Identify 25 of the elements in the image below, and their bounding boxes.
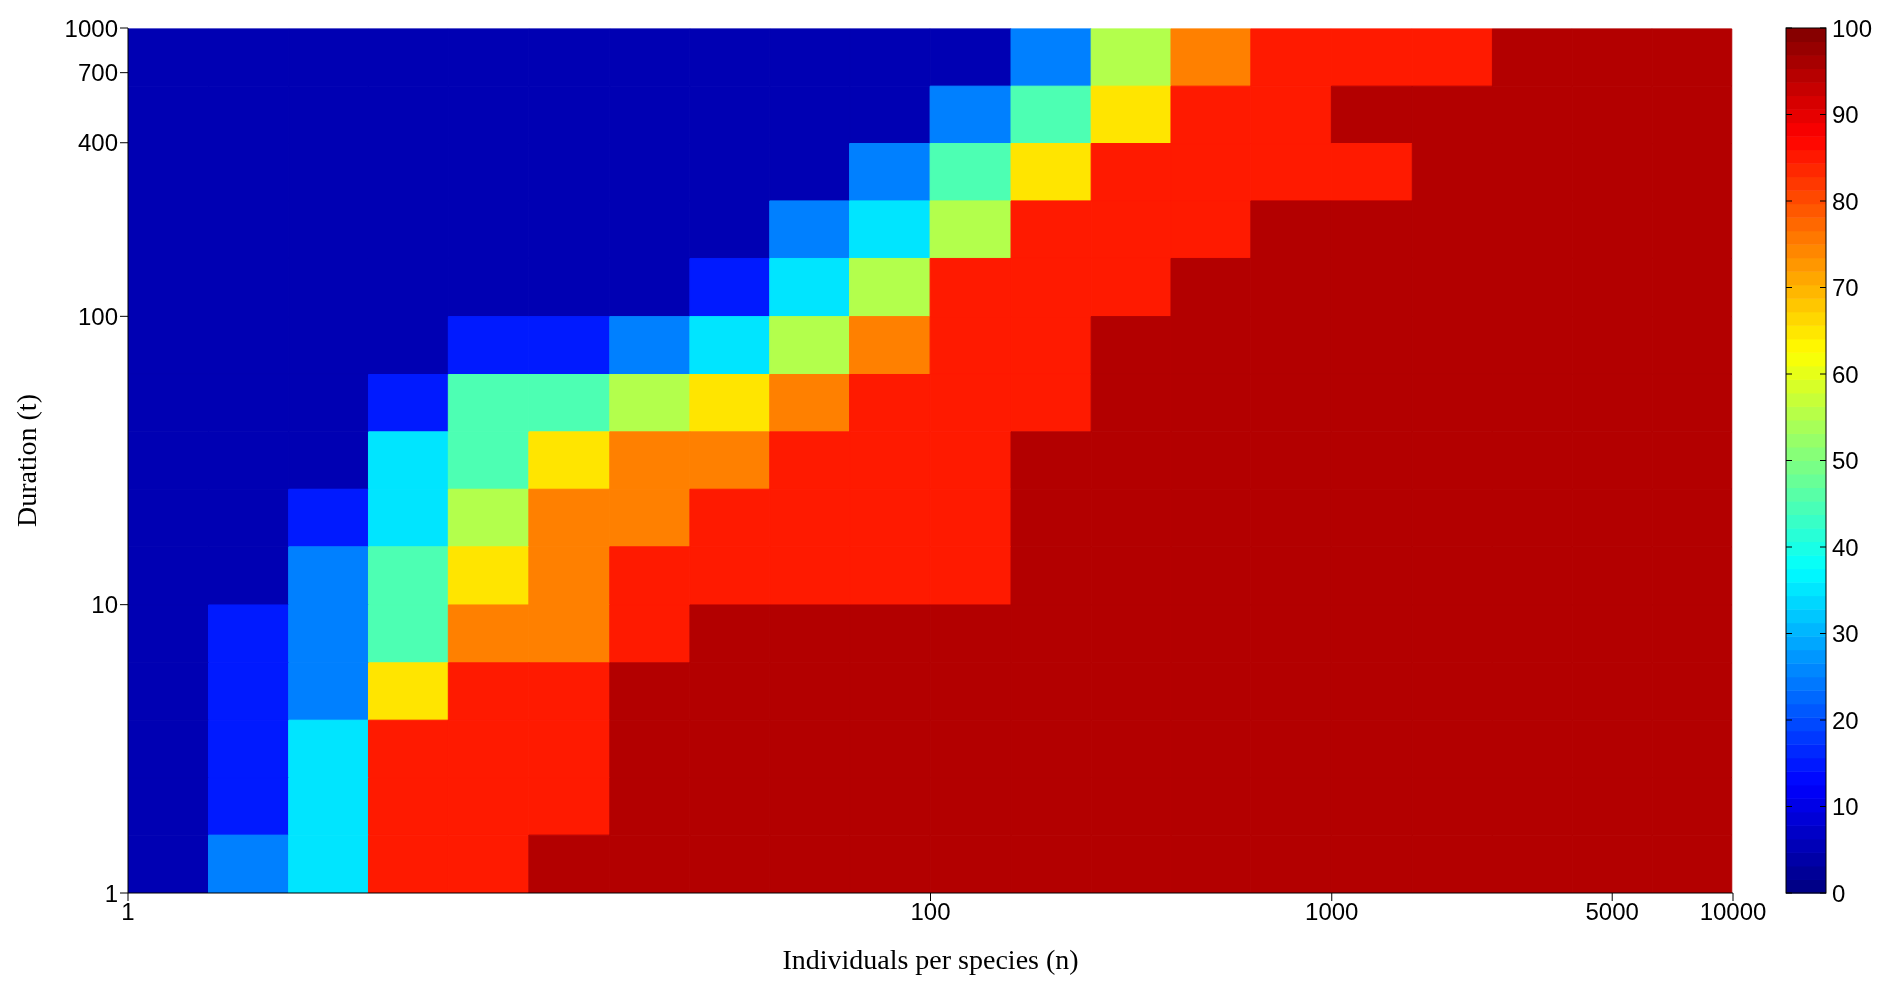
x-tick-label: 100 [910, 898, 951, 926]
color-bar-label: 70 [1832, 274, 1859, 301]
y-tick-label: 10 [91, 591, 118, 619]
y-tick-label: 400 [77, 129, 118, 157]
x-tick-label: 5000 [1585, 898, 1639, 926]
color-bar-label: 90 [1832, 101, 1859, 128]
y-tick-label: 1 [104, 879, 118, 907]
color-bar-label: 80 [1832, 187, 1859, 215]
y-tick-label: 100 [77, 302, 118, 330]
x-axis-title: Individuals per species (n) [782, 944, 1079, 975]
color-bar-label: 40 [1832, 533, 1859, 561]
color-bar-label: 60 [1832, 360, 1859, 388]
color-bar-label: 50 [1832, 447, 1859, 474]
color-bar-label: 100 [1832, 14, 1873, 42]
colorbar: 0 10 20 30 40 50 60 70 80 90 100 [1778, 8, 1888, 983]
y-tick-label: 700 [77, 59, 118, 87]
color-bar-label: 30 [1832, 620, 1859, 647]
y-tick-label: 1000 [64, 14, 118, 42]
x-tick-label: 10000 [1699, 898, 1767, 926]
color-bar-label: 0 [1832, 879, 1846, 907]
color-bar-label: 10 [1832, 793, 1859, 820]
x-tick-label: 1 [121, 898, 135, 926]
y-axis-title: Duration (t) [10, 394, 42, 527]
color-bar-label: 20 [1832, 706, 1859, 734]
x-tick-label: 1000 [1305, 898, 1359, 926]
